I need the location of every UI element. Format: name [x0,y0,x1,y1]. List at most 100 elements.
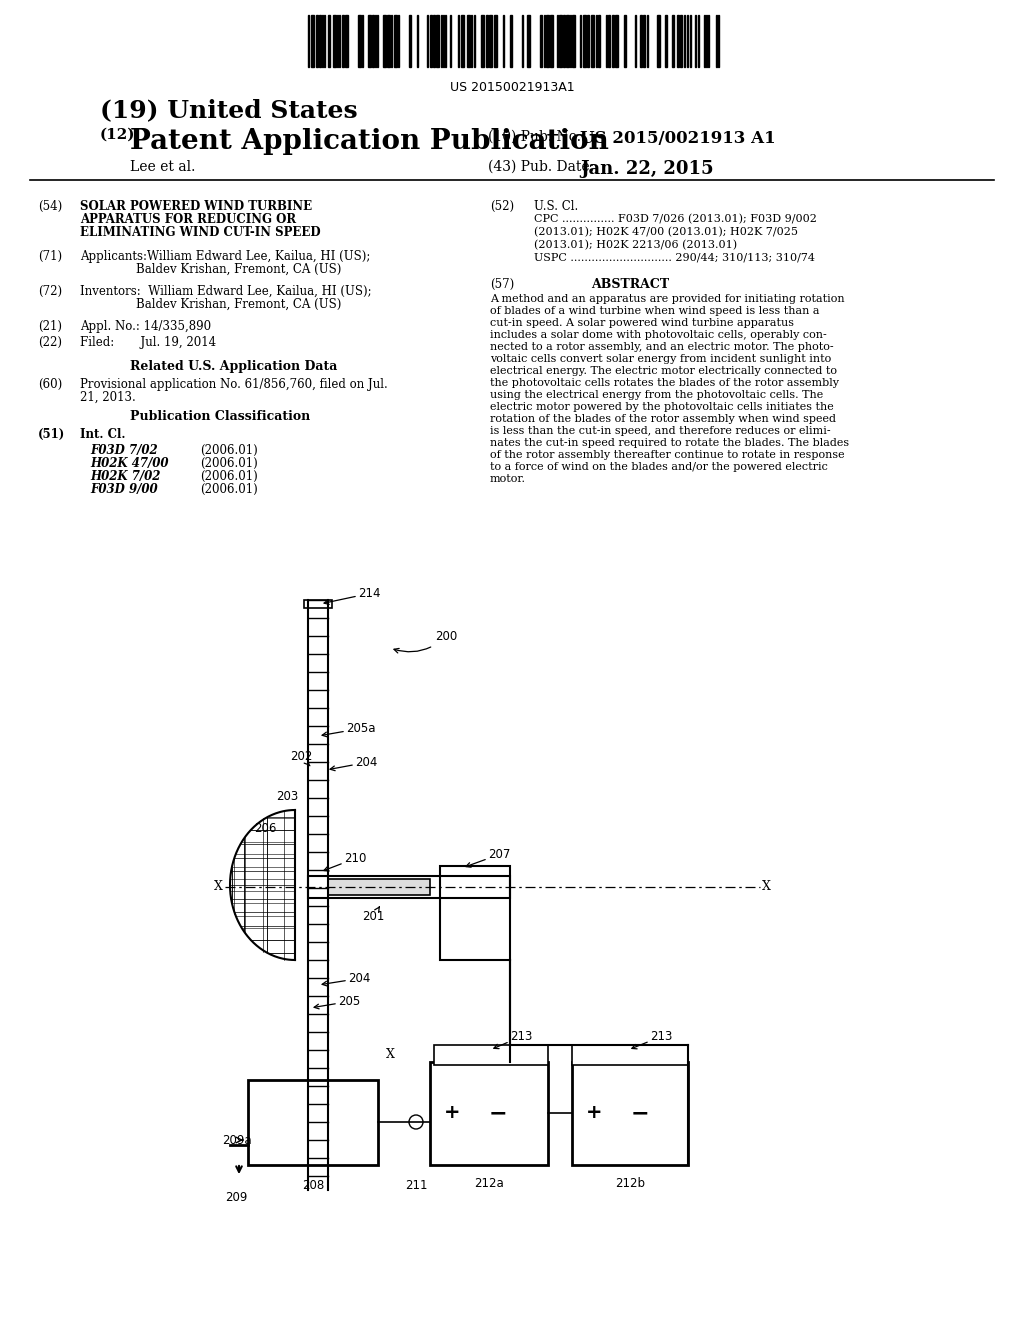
Text: Appl. No.: 14/335,890: Appl. No.: 14/335,890 [80,319,211,333]
Text: +: + [443,1104,460,1122]
Text: 200: 200 [394,630,458,653]
Text: 213: 213 [632,1030,673,1049]
Bar [430,1063,548,1166]
Bar [672,15,674,67]
Text: (2013.01); H02K 47/00 (2013.01); H02K 7/025: (2013.01); H02K 47/00 (2013.01); H02K 7/… [534,227,798,238]
Bar [527,15,530,67]
Text: (72): (72) [38,285,62,298]
Bar [319,15,321,67]
Bar [394,15,397,67]
Bar [510,15,512,67]
Text: 209a: 209a [222,1134,252,1147]
Bar [436,15,439,67]
Bar [677,15,679,67]
Bar [615,15,618,67]
Text: voltaic cells convert solar energy from incident sunlight into: voltaic cells convert solar energy from … [490,354,831,364]
Bar [572,1063,688,1166]
Text: 204: 204 [330,756,378,771]
Text: to a force of wind on the blades and/or the powered electric: to a force of wind on the blades and/or … [490,462,827,473]
Bar [612,15,614,67]
Bar [342,15,344,67]
Bar [624,15,626,67]
Text: using the electrical energy from the photovoltaic cells. The: using the electrical energy from the pho… [490,389,823,400]
Text: US 20150021913A1: US 20150021913A1 [450,81,574,94]
Bar [657,15,660,67]
Bar [546,15,549,67]
Bar [572,1045,688,1065]
Bar [563,15,565,67]
Text: −: − [488,1104,507,1123]
Text: (12): (12) [100,128,135,143]
Bar [643,15,645,67]
Text: (19) United States: (19) United States [100,98,357,121]
Bar [591,15,594,67]
Text: (2013.01); H02K 2213/06 (2013.01): (2013.01); H02K 2213/06 (2013.01) [534,240,737,251]
Text: 209: 209 [225,1191,247,1204]
Text: (57): (57) [490,279,514,290]
Text: nected to a rotor assembly, and an electric motor. The photo-: nected to a rotor assembly, and an elect… [490,342,834,352]
Text: (54): (54) [38,201,62,213]
Text: Int. Cl.: Int. Cl. [80,428,126,441]
Text: 201: 201 [362,907,384,923]
Text: 204: 204 [323,972,371,986]
Text: (2006.01): (2006.01) [200,483,258,496]
Text: CPC ............... F03D 7/026 (2013.01); F03D 9/002: CPC ............... F03D 7/026 (2013.01)… [534,214,817,224]
Text: (21): (21) [38,319,62,333]
Text: H02K 47/00: H02K 47/00 [90,457,169,470]
Bar [358,15,361,67]
Bar [550,15,553,67]
Text: (60): (60) [38,378,62,391]
Bar [328,879,430,895]
Text: (10) Pub. No.:: (10) Pub. No.: [488,129,586,144]
Text: (43) Pub. Date:: (43) Pub. Date: [488,160,594,174]
Bar [481,15,484,67]
Bar [372,15,374,67]
Bar [387,15,390,67]
Text: +: + [586,1104,602,1122]
Text: (71): (71) [38,249,62,263]
Text: motor.: motor. [490,474,526,484]
Bar [572,15,575,67]
Bar [248,1080,378,1166]
Text: U.S. Cl.: U.S. Cl. [534,201,579,213]
Bar [345,15,348,67]
Bar [540,15,542,67]
Text: F03D 7/02: F03D 7/02 [90,444,158,457]
Bar [559,15,562,67]
Text: US 2015/0021913 A1: US 2015/0021913 A1 [580,129,775,147]
Text: USPC ............................. 290/44; 310/113; 310/74: USPC ............................. 290/4… [534,253,815,263]
Text: 203: 203 [276,789,298,803]
Text: 210: 210 [324,851,367,871]
Bar [598,15,600,67]
Text: 212b: 212b [615,1177,645,1191]
Bar [680,15,682,67]
Text: 214: 214 [324,587,381,605]
Text: is less than the cut-in speed, and therefore reduces or elimi-: is less than the cut-in speed, and there… [490,426,830,436]
Text: 21, 2013.: 21, 2013. [80,391,136,404]
Text: 202: 202 [290,750,312,766]
Text: the photovoltaic cells rotates the blades of the rotor assembly: the photovoltaic cells rotates the blade… [490,378,839,388]
Text: APPARATUS FOR REDUCING OR: APPARATUS FOR REDUCING OR [80,213,296,226]
Text: −: − [631,1104,649,1123]
Text: Filed:       Jul. 19, 2014: Filed: Jul. 19, 2014 [80,337,216,348]
Text: nates the cut-in speed required to rotate the blades. The blades: nates the cut-in speed required to rotat… [490,438,849,447]
Text: 205: 205 [314,995,360,1008]
Bar [308,876,510,898]
Bar [368,15,371,67]
Text: 211: 211 [404,1179,427,1192]
Text: Jan. 22, 2015: Jan. 22, 2015 [580,160,714,178]
Bar [430,15,432,67]
Bar [383,15,386,67]
Bar [461,15,464,67]
Bar [433,15,435,67]
Text: Provisional application No. 61/856,760, filed on Jul.: Provisional application No. 61/856,760, … [80,378,388,391]
Text: Patent Application Publication: Patent Application Publication [130,128,609,154]
Bar [434,1045,548,1065]
Bar [467,15,470,67]
Text: Related U.S. Application Data: Related U.S. Application Data [130,360,337,374]
Text: X: X [214,880,222,894]
Text: 208: 208 [302,1179,325,1192]
Text: 205a: 205a [323,722,376,737]
Text: rotation of the blades of the rotor assembly when wind speed: rotation of the blades of the rotor asse… [490,414,836,424]
Bar [587,15,589,67]
